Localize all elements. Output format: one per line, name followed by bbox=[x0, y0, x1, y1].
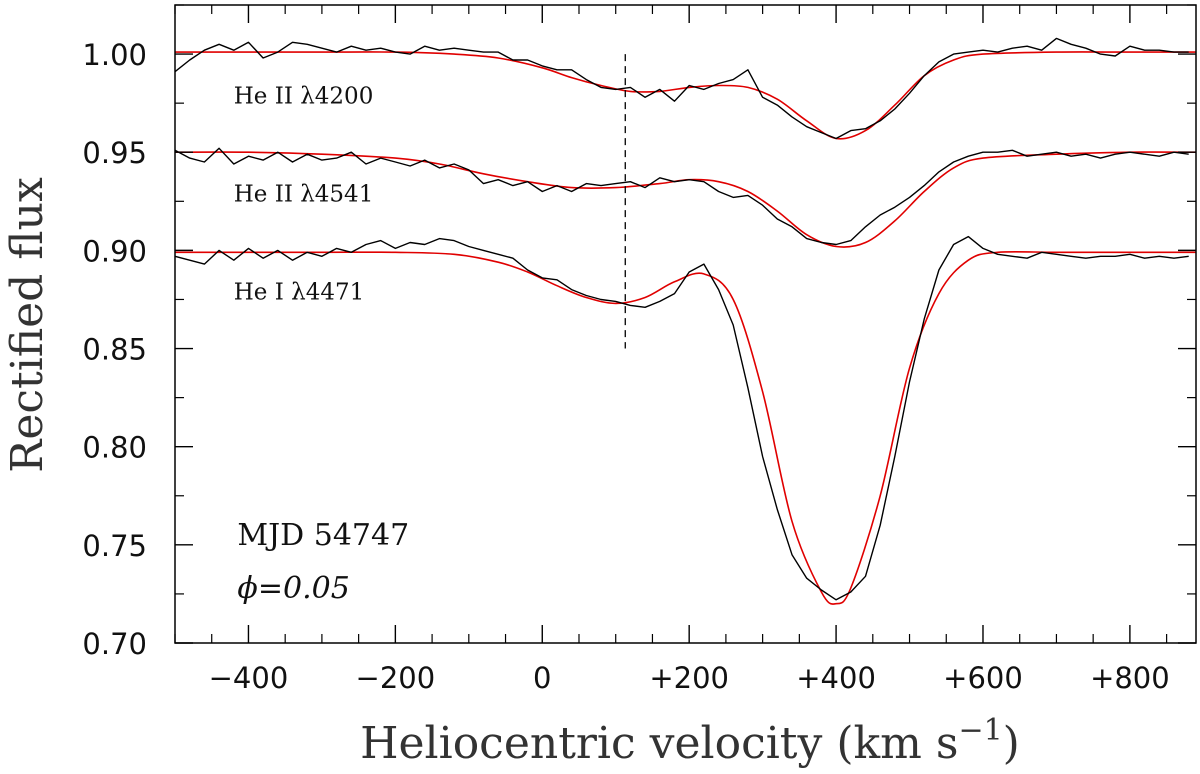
line-label-2: He I λ4471 bbox=[234, 280, 364, 306]
fit-line-1 bbox=[174, 151, 1197, 248]
fit-curves bbox=[174, 51, 1197, 605]
x-tick-label: −200 bbox=[356, 661, 436, 695]
x-tick-label: +200 bbox=[649, 661, 729, 695]
axis-ticks: −400 −200 0 +200 +400 +600 +800 0.70 0.75 0.80 0.8… bbox=[82, 4, 1196, 695]
y-tick-label: 0.70 bbox=[82, 627, 147, 661]
y-tick-label: 0.90 bbox=[82, 234, 147, 268]
x-axis-title-main: Heliocentric velocity (km s bbox=[360, 718, 958, 769]
y-tick-label: 1.00 bbox=[82, 38, 147, 72]
x-tick-label: +800 bbox=[1090, 661, 1170, 695]
fit-line-0 bbox=[175, 51, 1196, 140]
observed-line-2 bbox=[174, 235, 1189, 601]
y-tick-label: 0.80 bbox=[82, 431, 147, 465]
plot-frame bbox=[174, 4, 1197, 644]
y-tick-label: 0.75 bbox=[82, 529, 147, 563]
annotation-phase: ϕ=0.05 bbox=[237, 571, 349, 606]
annotation-mjd: MJD 54747 bbox=[237, 518, 409, 553]
x-tick-label: −400 bbox=[209, 661, 289, 695]
x-tick-label: +600 bbox=[943, 661, 1023, 695]
observed-line-0 bbox=[174, 37, 1189, 140]
observed-line-1 bbox=[174, 147, 1189, 246]
line-label-0: He II λ4200 bbox=[234, 83, 374, 109]
fit-line-2 bbox=[175, 250, 1196, 605]
x-axis-title: Heliocentric velocity (km s−1) bbox=[360, 713, 1020, 769]
x-axis-title-close: ) bbox=[1003, 718, 1020, 769]
x-axis-title-exponent: −1 bbox=[958, 713, 1002, 748]
observed-spectra bbox=[174, 37, 1189, 601]
x-tick-label: +400 bbox=[796, 661, 876, 695]
line-labels: He II λ4200 He II λ4541 He I λ4471 bbox=[234, 54, 626, 349]
y-axis-title: Rectified flux bbox=[2, 177, 53, 473]
x-tick-label: 0 bbox=[533, 661, 551, 695]
y-tick-label: 0.95 bbox=[82, 136, 147, 170]
line-label-1: He II λ4541 bbox=[234, 181, 374, 207]
y-tick-label: 0.85 bbox=[82, 333, 147, 367]
